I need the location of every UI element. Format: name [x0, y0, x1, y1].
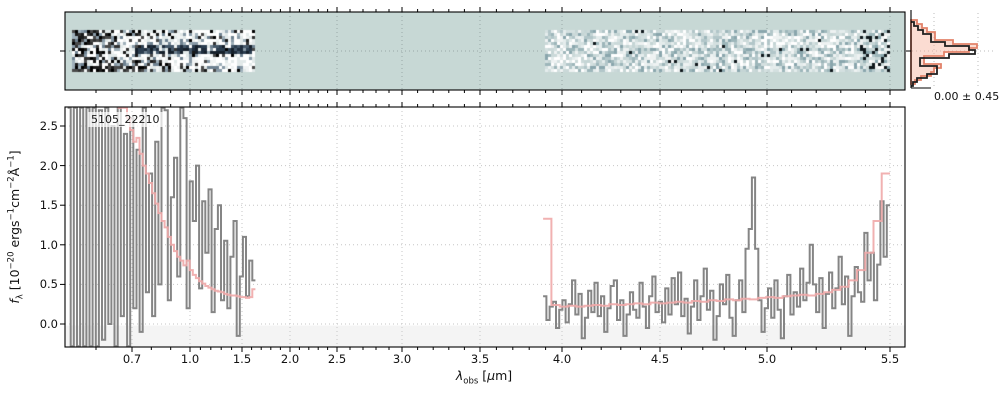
below-zero-band — [65, 325, 905, 347]
x-label-symbol: λ — [455, 367, 464, 383]
x-axis-label: λobs [μm] — [456, 368, 512, 387]
model-flux-red-line — [543, 172, 890, 308]
histogram-data-steps — [911, 21, 976, 87]
x-tick-label: 5.5 — [880, 352, 900, 366]
x-tick-label: 1.0 — [180, 352, 200, 366]
x-tick-label: 0.7 — [122, 352, 142, 366]
x-label-unit: m] — [495, 367, 513, 383]
x-tick-label: 2.0 — [280, 352, 300, 366]
object-id-label: 5105_22210 — [88, 112, 163, 127]
model-flux-blue-line — [117, 107, 256, 299]
x-tick-label: 3.0 — [392, 352, 412, 366]
y-tick-label: 0.0 — [39, 317, 58, 331]
observed-flux-red-line — [543, 176, 890, 341]
x-label-bracket: [ — [478, 367, 488, 383]
x-tick-label: 3.5 — [470, 352, 490, 366]
x-tick-label: 5.0 — [757, 352, 777, 366]
y-label-symbol: f — [6, 299, 22, 304]
spectrum-panel-bg — [65, 107, 905, 347]
y-tick-label: 2.0 — [39, 158, 58, 173]
histogram-model-steps — [910, 19, 978, 85]
y-tick-label: 2.5 — [39, 119, 58, 133]
y-tick-label: 1.0 — [39, 237, 58, 252]
observed-flux-blue-line — [67, 107, 256, 347]
y-tick-label: 0.5 — [39, 277, 58, 292]
spectrum-panel-frame — [64, 106, 906, 348]
2d-spectrum-noise-image — [65, 12, 905, 90]
x-label-mu: μ — [487, 367, 496, 383]
x-tick-label: 4.0 — [552, 352, 572, 366]
y-label-subscript: λ — [15, 294, 26, 300]
y-tick-label: 1.5 — [39, 198, 58, 213]
x-tick-label: 4.5 — [650, 352, 670, 366]
x-tick-label: 2.5 — [327, 352, 347, 366]
x-label-subscript: obs — [463, 376, 479, 387]
x-tick-label: 1.5 — [232, 352, 252, 366]
y-axis-label: fλ [10−20 ergs−1cm−2Å−1] — [6, 150, 26, 304]
histogram-stat-label: 0.00 ± 0.45 — [932, 90, 1000, 103]
